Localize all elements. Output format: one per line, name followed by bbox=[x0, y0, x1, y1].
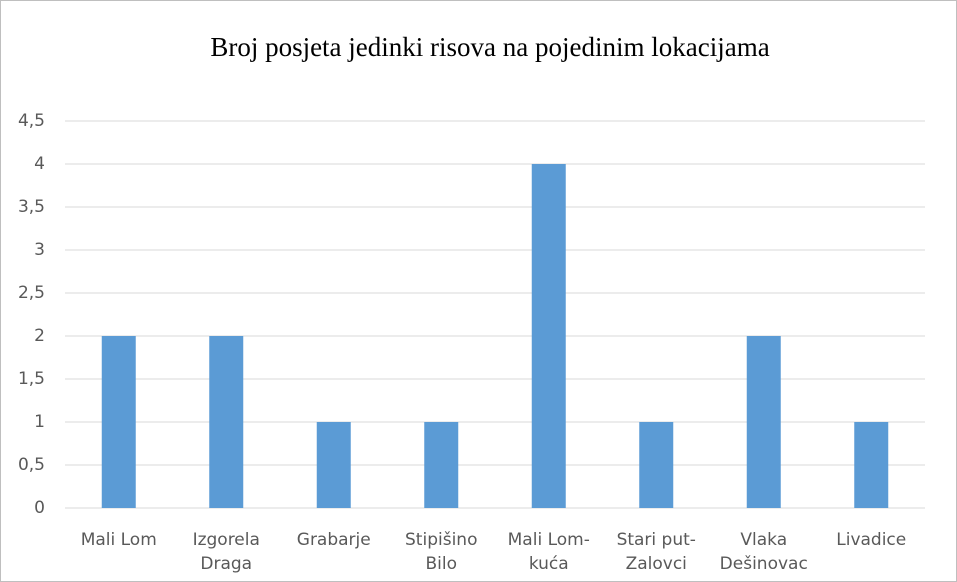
y-tick-label: 2,5 bbox=[18, 283, 45, 303]
y-tick-label: 2 bbox=[34, 326, 45, 346]
y-tick-label: 3 bbox=[34, 240, 45, 260]
bar bbox=[424, 422, 459, 508]
x-tick-label: Izgorela Draga bbox=[192, 530, 260, 574]
y-tick-label: 4 bbox=[34, 154, 45, 174]
bar bbox=[854, 422, 889, 508]
y-tick-label: 3,5 bbox=[18, 197, 45, 217]
y-tick-label: 4,5 bbox=[18, 111, 45, 131]
y-tick-label: 0 bbox=[34, 498, 45, 518]
bar bbox=[639, 422, 674, 508]
bar bbox=[316, 422, 351, 508]
x-tick-label: Livadice bbox=[836, 530, 907, 550]
bar bbox=[101, 336, 136, 508]
x-tick-label: Grabarje bbox=[296, 530, 371, 550]
chart-title: Broj posjeta jedinki risova na pojedinim… bbox=[210, 32, 769, 62]
y-tick-label: 1 bbox=[34, 412, 45, 432]
y-tick-label: 1,5 bbox=[18, 369, 45, 389]
x-tick-label: Stipišino Bilo bbox=[405, 530, 478, 574]
bar bbox=[531, 164, 566, 508]
x-tick-label: Mali Lom bbox=[80, 530, 157, 550]
y-tick-label: 0,5 bbox=[18, 455, 45, 475]
bar bbox=[746, 336, 781, 508]
x-tick-label: Mali Lom-kuća bbox=[507, 530, 590, 574]
x-tick-label: Stari put-Zalovci bbox=[616, 530, 696, 574]
bar bbox=[209, 336, 244, 508]
x-tick-label: Vlaka Dešinovac bbox=[719, 530, 808, 574]
